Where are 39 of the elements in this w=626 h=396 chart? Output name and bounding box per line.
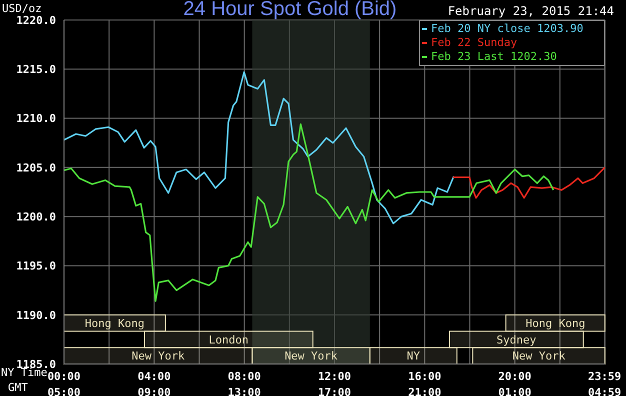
x-tick-label: 04:00 xyxy=(138,370,171,383)
x2-axis-title: GMT xyxy=(8,381,28,394)
band-label: Sydney xyxy=(496,333,537,346)
x2-tick-label: 01:00 xyxy=(498,386,532,396)
band-label: New York xyxy=(132,350,185,363)
y-axis-title: USD/oz xyxy=(2,2,42,15)
x2-tick-label: 05:00 xyxy=(47,386,81,396)
x2-tick-label: 09:00 xyxy=(138,386,171,396)
legend-label: Feb 22 Sunday xyxy=(431,36,518,49)
x2-tick-label: 13:00 xyxy=(228,386,261,396)
y-tick-label: 1215.0 xyxy=(16,63,56,76)
x2-tick-label: 21:00 xyxy=(408,386,442,396)
band-label: New York xyxy=(512,350,566,363)
band-label: Hong Kong xyxy=(526,316,586,330)
x-tick-label: 16:00 xyxy=(408,370,442,383)
chart-subtitle: February 23, 2015 21:44 xyxy=(448,4,614,18)
y-tick-label: 1200.0 xyxy=(16,210,56,224)
line-series xyxy=(64,123,554,302)
band-label: Hong Kong xyxy=(84,316,145,330)
y-tick-label: 1190.0 xyxy=(16,308,56,322)
x2-tick-label: 04:59 xyxy=(588,386,622,396)
band-label: NY xyxy=(406,350,420,363)
line-series xyxy=(452,166,605,199)
band-label: London xyxy=(208,333,249,346)
y-tick-label: 1210.0 xyxy=(16,112,56,126)
band-label: New York xyxy=(284,350,338,363)
x-tick-label: 08:00 xyxy=(228,370,261,383)
x-tick-label: 23:59 xyxy=(588,370,622,383)
legend-label: Feb 23 Last 1202.30 xyxy=(431,50,557,63)
y-tick-label: 1220.0 xyxy=(16,14,56,27)
chart-title: 24 Hour Spot Gold (Bid) xyxy=(183,0,397,20)
y-tick-label: 1205.0 xyxy=(16,161,56,174)
x-tick-label: 20:00 xyxy=(498,370,532,383)
x2-tick-label: 17:00 xyxy=(318,386,352,396)
y-tick-label: 1195.0 xyxy=(16,260,56,273)
legend-label: Feb 20 NY close 1203.90 xyxy=(431,22,584,35)
x-tick-label: 00:00 xyxy=(47,370,81,383)
x-tick-label: 12:00 xyxy=(318,370,352,383)
line-series xyxy=(64,71,455,224)
